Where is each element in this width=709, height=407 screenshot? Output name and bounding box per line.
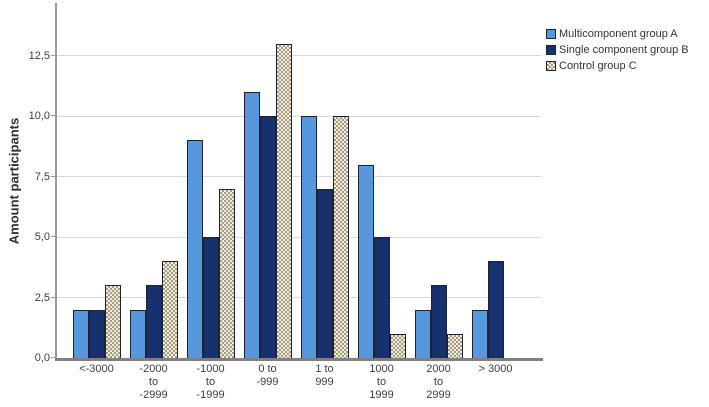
y-tick-label: 0,0 (34, 352, 50, 364)
x-tick-label: -2000 to -2999 (139, 363, 168, 401)
bar (357, 164, 374, 358)
bar (446, 333, 463, 358)
bar (129, 309, 146, 358)
bar (332, 116, 349, 358)
legend-swatch (546, 60, 556, 71)
y-axis-line (55, 3, 57, 361)
bar (389, 333, 406, 358)
bar (487, 261, 504, 358)
gridline (57, 176, 541, 178)
bar-group (125, 5, 182, 358)
y-tick-mark (51, 175, 55, 177)
bar (316, 188, 333, 358)
x-tick-label: <-3000 (79, 363, 114, 375)
legend-swatch (546, 28, 556, 39)
bar (72, 309, 89, 358)
bar (186, 140, 203, 358)
x-tick-label: 1 to 999 (315, 363, 334, 388)
legend-item: Single component group B (546, 42, 689, 57)
bar (275, 43, 292, 358)
bar (430, 285, 447, 358)
legend-label: Multicomponent group A (559, 27, 678, 40)
gridline (57, 115, 541, 117)
legend-swatch (546, 44, 556, 55)
bar (202, 237, 219, 358)
legend-label: Single component group B (559, 43, 689, 56)
y-tick-label: 12,5 (28, 49, 50, 62)
bar (259, 116, 276, 358)
gridline (57, 236, 541, 238)
bar-groups (57, 5, 541, 358)
y-tick-label: 5,0 (34, 231, 50, 244)
x-tick-labels: <-3000 -2000 to -2999 -1000 to -1999 0 to -… (57, 363, 552, 402)
x-tick-label: -1000 to -1999 (196, 363, 225, 401)
bar (300, 116, 317, 358)
y-tick-mark (51, 357, 55, 358)
plot-area (55, 3, 543, 361)
bar (218, 188, 235, 358)
legend-label: Control group C (559, 59, 637, 72)
bar (161, 261, 178, 358)
bar-group (353, 5, 410, 358)
bar (88, 309, 105, 358)
bar (243, 92, 260, 358)
y-tick-mark (51, 236, 55, 238)
legend: Multicomponent group A Single component g… (546, 26, 689, 73)
bar-group (182, 5, 239, 358)
bar (471, 309, 488, 358)
y-tick-mark (51, 54, 55, 56)
bar (104, 285, 121, 358)
bar (145, 285, 162, 358)
bar-group (410, 5, 467, 358)
y-tick-label: 10,0 (28, 110, 50, 123)
bar-group (296, 5, 353, 358)
gridline (57, 297, 541, 299)
bar (414, 309, 431, 358)
gridline (57, 55, 541, 57)
bar-group (68, 5, 125, 358)
legend-item: Control group C (546, 58, 689, 73)
y-tick-label: 7,5 (34, 170, 50, 183)
x-tick-label: > 3000 (478, 363, 513, 375)
bar-group (239, 5, 296, 358)
x-tick-label: 1000 to 1999 (369, 363, 394, 401)
y-tick-mark (51, 296, 55, 298)
x-tick-label: 0 to -999 (256, 363, 279, 388)
x-axis-line (55, 358, 543, 361)
legend-item: Multicomponent group A (546, 26, 689, 41)
y-tick-labels: 0,0 2,5 5,0 7,5 10,0 12,5 (0, 5, 55, 364)
y-tick-mark (51, 115, 55, 117)
y-tick-label: 2,5 (34, 291, 50, 304)
bar-group (467, 5, 524, 358)
bar (373, 237, 390, 358)
x-tick-label: 2000 to 2999 (426, 363, 451, 401)
